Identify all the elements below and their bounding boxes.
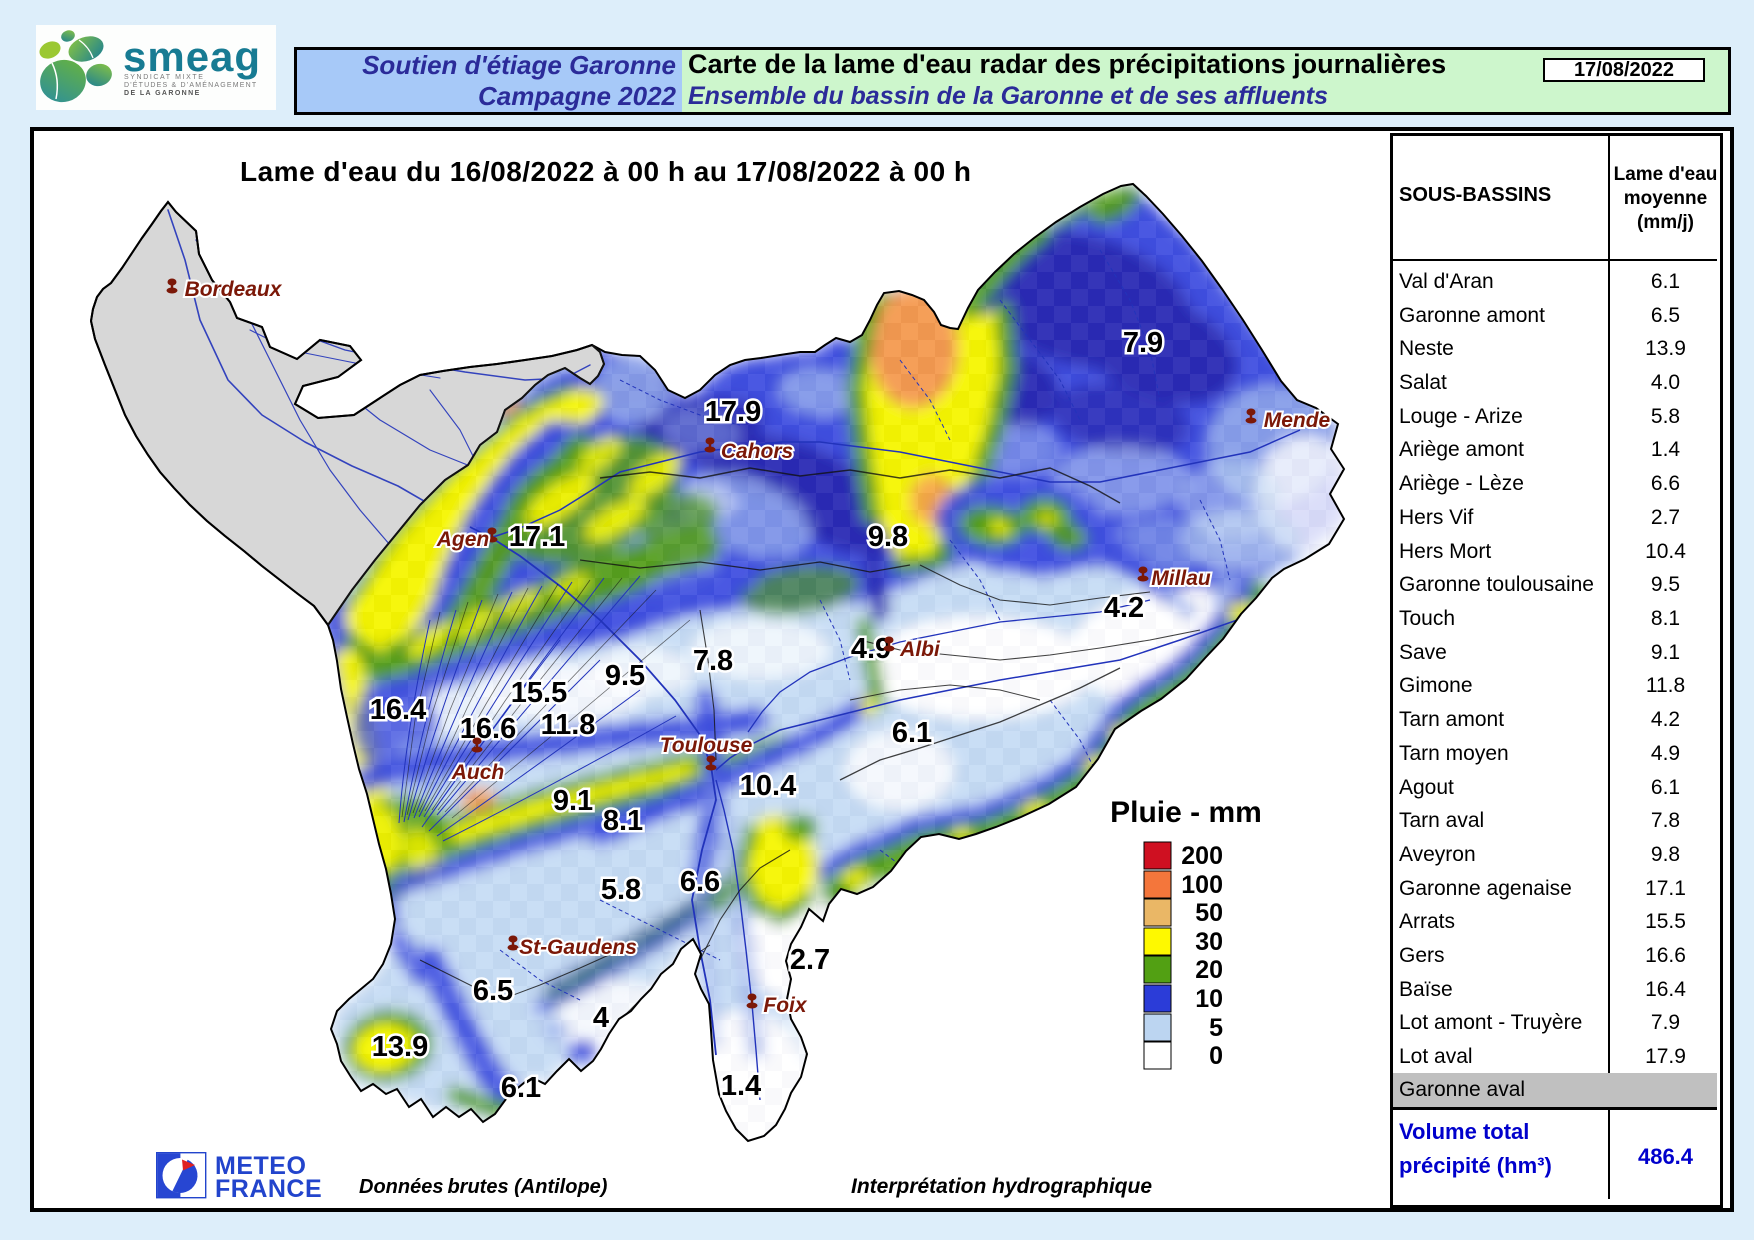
svg-text:11.8: 11.8 xyxy=(541,709,596,741)
svg-text:10: 10 xyxy=(1195,985,1223,1013)
svg-text:100: 100 xyxy=(1181,871,1223,899)
svg-text:50: 50 xyxy=(1195,899,1223,927)
svg-text:6.5: 6.5 xyxy=(473,975,513,1007)
svg-text:13.9: 13.9 xyxy=(372,1031,428,1063)
svg-text:10.4: 10.4 xyxy=(740,770,796,802)
svg-text:5.8: 5.8 xyxy=(601,874,641,906)
svg-text:Millau: Millau xyxy=(1151,567,1211,590)
svg-text:7.9: 7.9 xyxy=(1123,327,1163,359)
svg-text:9.1: 9.1 xyxy=(553,785,593,817)
svg-text:16.4: 16.4 xyxy=(370,694,426,726)
svg-text:FRANCE: FRANCE xyxy=(215,1175,322,1202)
svg-text:Auch: Auch xyxy=(451,761,505,784)
svg-text:Pluie - mm: Pluie - mm xyxy=(1110,796,1262,829)
svg-text:DE LA GARONNE: DE LA GARONNE xyxy=(124,90,201,97)
svg-text:16.6: 16.6 xyxy=(460,713,516,745)
svg-text:5: 5 xyxy=(1209,1014,1223,1042)
svg-text:Foix: Foix xyxy=(763,994,807,1017)
svg-text:200: 200 xyxy=(1181,842,1223,870)
svg-text:9.8: 9.8 xyxy=(868,521,908,553)
svg-text:30: 30 xyxy=(1195,928,1223,956)
svg-text:6.6: 6.6 xyxy=(680,866,720,898)
svg-text:4.2: 4.2 xyxy=(1104,592,1144,624)
svg-text:Agen: Agen xyxy=(436,528,490,551)
svg-text:7.8: 7.8 xyxy=(693,645,733,677)
svg-text:6.1: 6.1 xyxy=(501,1072,541,1104)
svg-text:St-Gaudens: St-Gaudens xyxy=(519,936,637,959)
svg-text:9.5: 9.5 xyxy=(605,660,645,692)
svg-text:1.4: 1.4 xyxy=(721,1070,761,1102)
svg-text:2.7: 2.7 xyxy=(790,944,830,976)
svg-text:4: 4 xyxy=(593,1002,609,1034)
svg-text:20: 20 xyxy=(1195,956,1223,984)
svg-text:Cahors: Cahors xyxy=(721,440,793,463)
svg-text:8.1: 8.1 xyxy=(603,805,643,837)
svg-text:Albi: Albi xyxy=(899,638,941,661)
svg-text:Bordeaux: Bordeaux xyxy=(185,278,283,301)
svg-text:0: 0 xyxy=(1209,1042,1223,1070)
svg-text:SYNDICAT MIXTE: SYNDICAT MIXTE xyxy=(124,74,204,81)
svg-text:smeag: smeag xyxy=(123,33,261,80)
svg-text:6.1: 6.1 xyxy=(892,717,932,749)
svg-text:D'ÉTUDES & D'AMÉNAGEMENT: D'ÉTUDES & D'AMÉNAGEMENT xyxy=(124,80,257,89)
svg-text:15.5: 15.5 xyxy=(511,677,567,709)
svg-text:Mende: Mende xyxy=(1264,409,1331,432)
svg-text:17.9: 17.9 xyxy=(705,396,761,428)
svg-text:17.1: 17.1 xyxy=(509,521,565,553)
svg-text:Toulouse: Toulouse xyxy=(660,734,753,757)
svg-text:METEO: METEO xyxy=(215,1152,306,1180)
